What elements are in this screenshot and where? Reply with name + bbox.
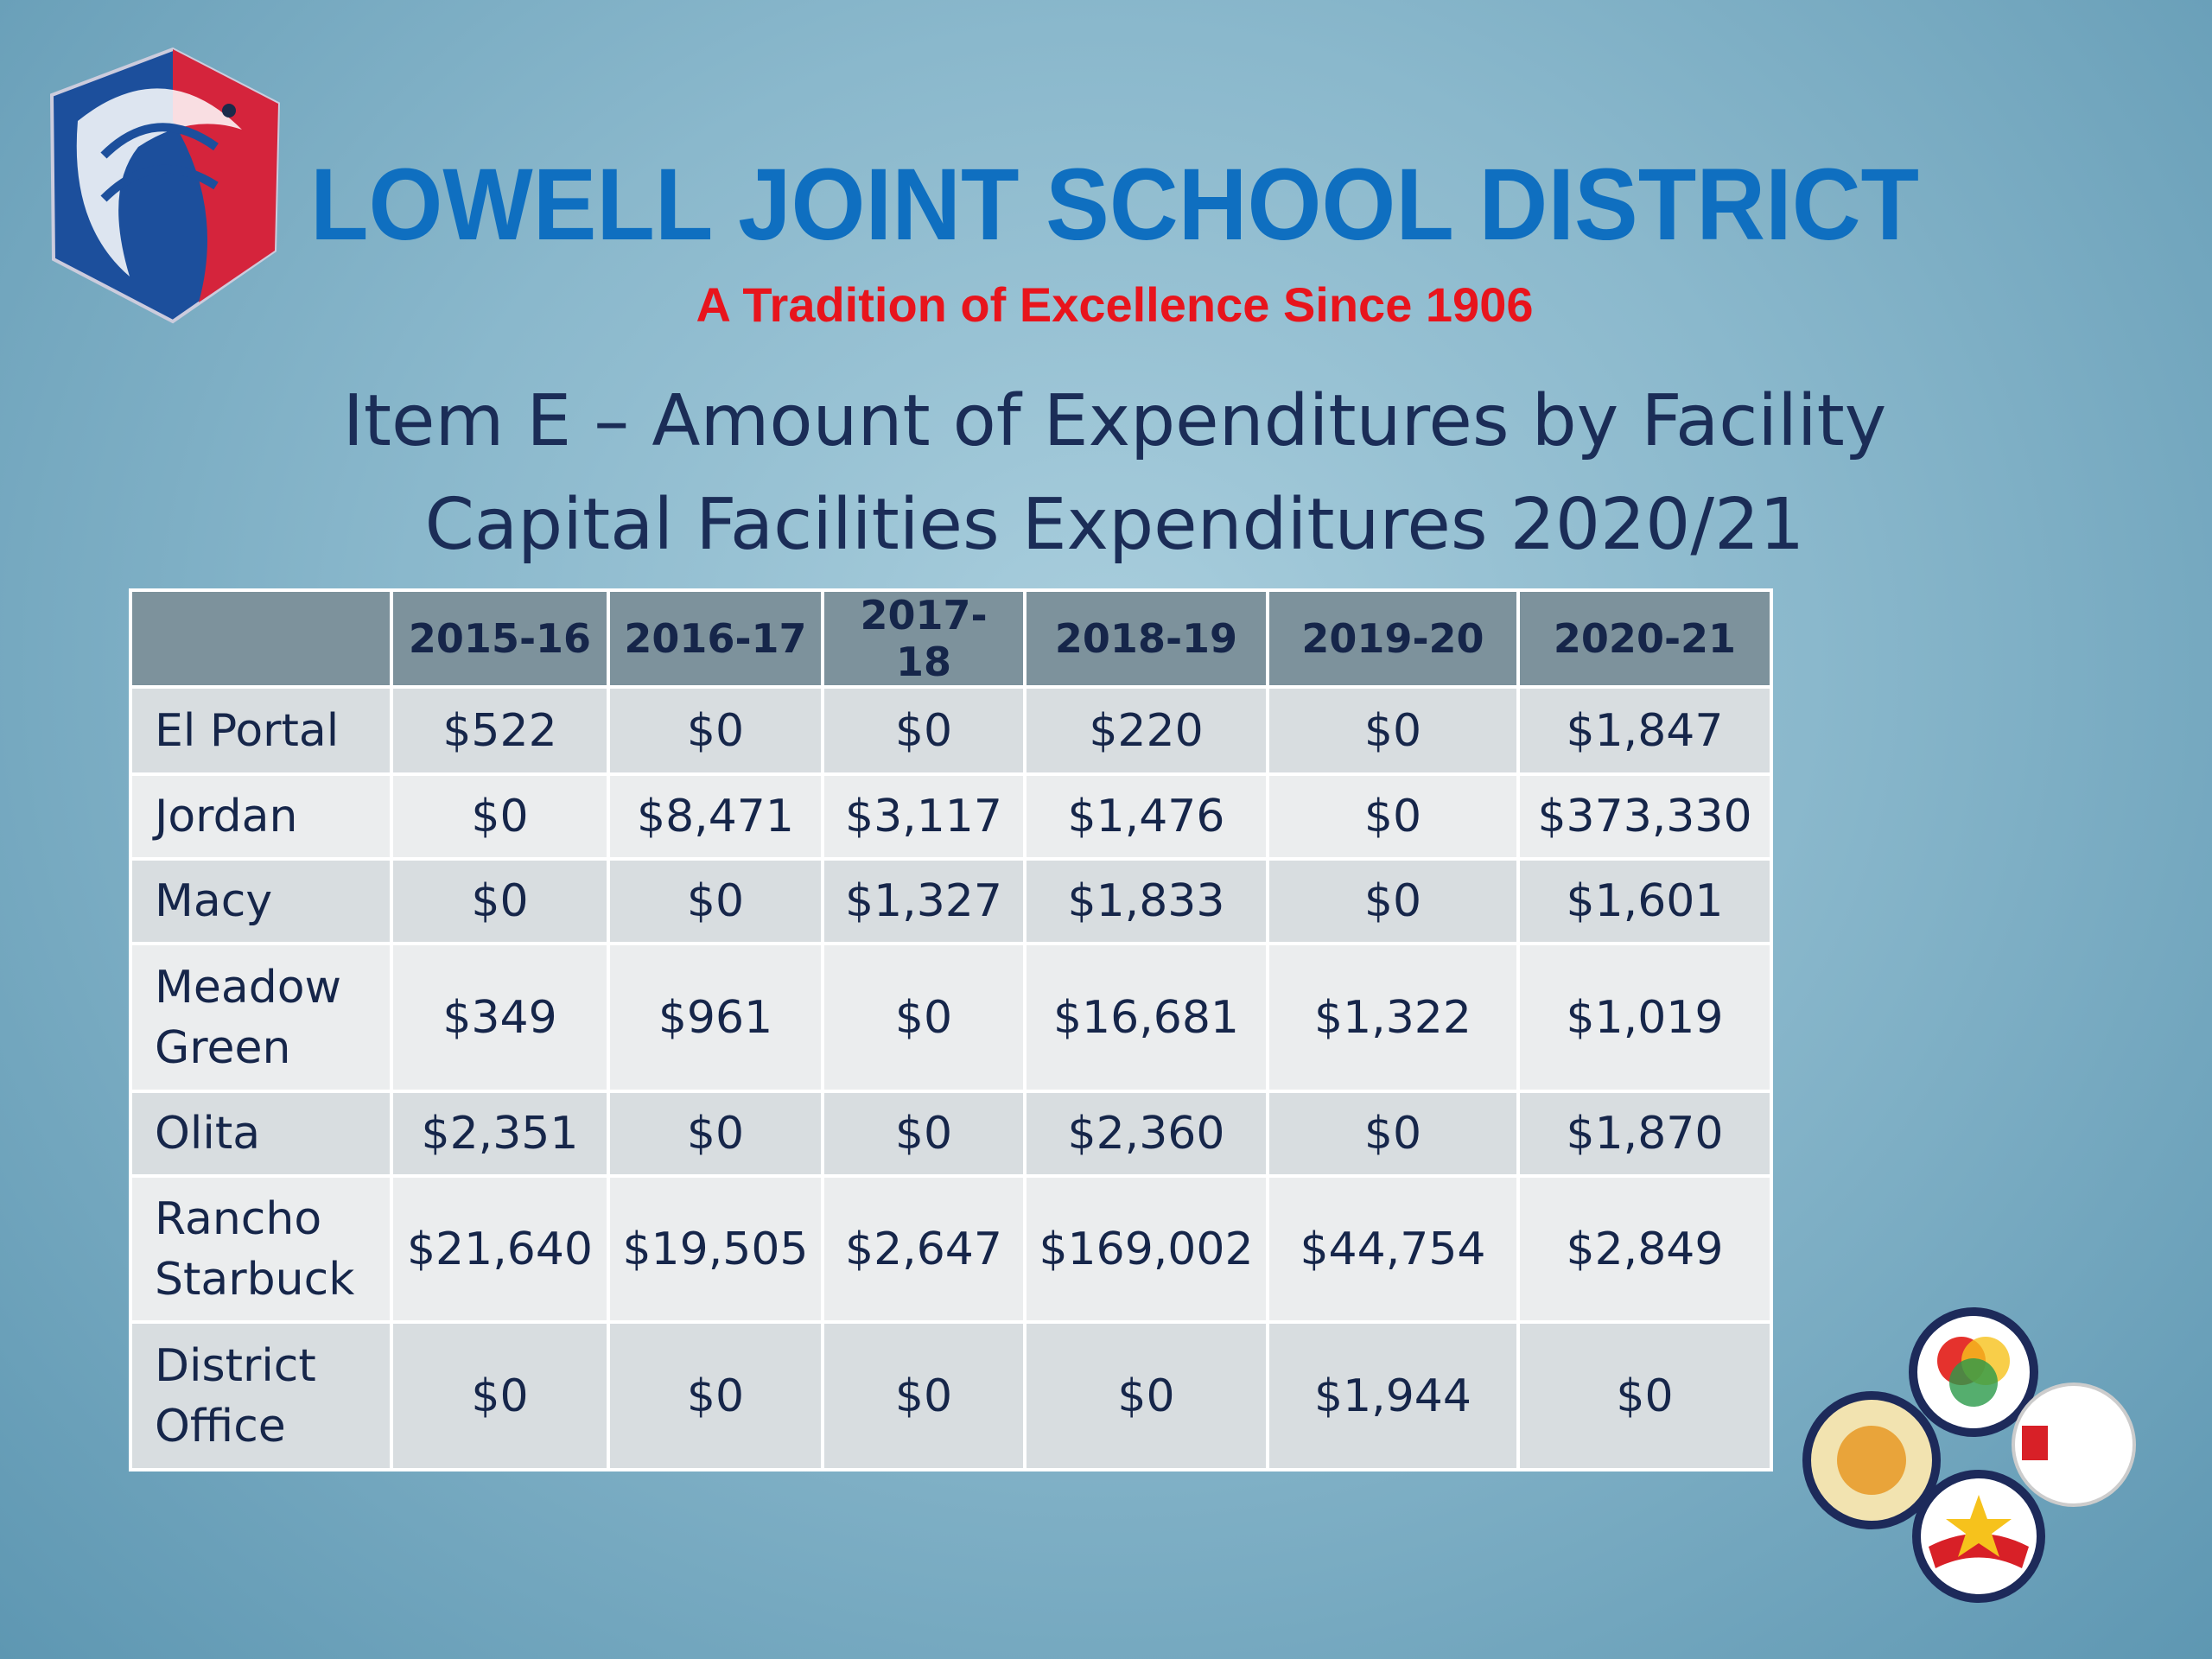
column-header: 2017-18 <box>821 588 1027 689</box>
row-label: Jordan <box>129 772 393 861</box>
amount-cell: $1,833 <box>1023 857 1269 945</box>
amount-cell: $0 <box>821 942 1027 1093</box>
amount-cell: $961 <box>607 942 824 1093</box>
column-header: 2018-19 <box>1023 588 1269 689</box>
amount-cell: $0 <box>607 857 824 945</box>
column-header: 2016-17 <box>607 588 824 689</box>
table-row: Jordan $0 $8,471 $3,117 $1,476 $0 $373,330 <box>129 772 1773 861</box>
corner-cell <box>129 588 393 689</box>
amount-cell: $0 <box>821 1320 1027 1471</box>
amount-cell: $2,647 <box>821 1174 1027 1324</box>
amount-cell: $1,327 <box>821 857 1027 945</box>
expenditure-table: 2015-16 2016-17 2017-18 2018-19 2019-20 2020-… <box>129 588 1773 1471</box>
column-header: 2015-16 <box>390 588 610 689</box>
table-row: Macy $0 $0 $1,327 $1,833 $0 $1,601 <box>129 857 1773 945</box>
amount-cell: $1,322 <box>1266 942 1520 1093</box>
amount-cell: $44,754 <box>1266 1174 1520 1324</box>
table-row: El Portal $522 $0 $0 $220 $0 $1,847 <box>129 685 1773 776</box>
slide-title: Item E – Amount of Expenditures by Facil… <box>343 380 1887 462</box>
amount-cell: $0 <box>390 772 610 861</box>
row-label: Olita <box>129 1090 393 1178</box>
amount-cell: $19,505 <box>607 1174 824 1324</box>
table-row: Olita $2,351 $0 $0 $2,360 $0 $1,870 <box>129 1090 1773 1178</box>
amount-cell: $169,002 <box>1023 1174 1269 1324</box>
amount-cell: $2,351 <box>390 1090 610 1178</box>
row-label: Meadow Green <box>129 942 393 1093</box>
amount-cell: $1,847 <box>1516 685 1773 776</box>
amount-cell: $0 <box>390 1320 610 1471</box>
amount-cell: $0 <box>1023 1320 1269 1471</box>
table-row: Rancho Starbuck $21,640 $19,505 $2,647 $169,… <box>129 1174 1773 1324</box>
table-body: El Portal $522 $0 $0 $220 $0 $1,847 Jordan $0 $8,… <box>129 685 1773 1471</box>
amount-cell: $522 <box>390 685 610 776</box>
amount-cell: $3,117 <box>821 772 1027 861</box>
amount-cell: $0 <box>1266 1090 1520 1178</box>
amount-cell: $349 <box>390 942 610 1093</box>
amount-cell: $0 <box>1516 1320 1773 1471</box>
district-logo <box>49 47 281 324</box>
amount-cell: $1,944 <box>1266 1320 1520 1471</box>
amount-cell: $1,870 <box>1516 1090 1773 1178</box>
amount-cell: $0 <box>607 1320 824 1471</box>
row-label: El Portal <box>129 685 393 776</box>
column-header: 2020-21 <box>1516 588 1773 689</box>
amount-cell: $0 <box>1266 772 1520 861</box>
table-row: District Office $0 $0 $0 $0 $1,944 $0 <box>129 1320 1773 1471</box>
amount-cell: $0 <box>607 685 824 776</box>
amount-cell: $0 <box>821 1090 1027 1178</box>
district-name: LOWELL JOINT SCHOOL DISTRICT <box>310 148 1919 262</box>
tagline: A Tradition of Excellence Since 1906 <box>696 277 1534 332</box>
amount-cell: $2,360 <box>1023 1090 1269 1178</box>
amount-cell: $0 <box>1266 685 1520 776</box>
row-label: District Office <box>129 1320 393 1471</box>
slide-subtitle: Capital Facilities Expenditures 2020/21 <box>425 484 1805 566</box>
amount-cell: $8,471 <box>607 772 824 861</box>
amount-cell: $1,476 <box>1023 772 1269 861</box>
table-row: Meadow Green $349 $961 $0 $16,681 $1,322 $1,01… <box>129 942 1773 1093</box>
amount-cell: $16,681 <box>1023 942 1269 1093</box>
amount-cell: $373,330 <box>1516 772 1773 861</box>
amount-cell: $0 <box>821 685 1027 776</box>
amount-cell: $1,019 <box>1516 942 1773 1093</box>
amount-cell: $1,601 <box>1516 857 1773 945</box>
amount-cell: $0 <box>1266 857 1520 945</box>
award-badges <box>1802 1307 2136 1603</box>
column-header: 2019-20 <box>1266 588 1520 689</box>
row-label: Macy <box>129 857 393 945</box>
row-label: Rancho Starbuck <box>129 1174 393 1324</box>
amount-cell: $220 <box>1023 685 1269 776</box>
amount-cell: $0 <box>390 857 610 945</box>
amount-cell: $2,849 <box>1516 1174 1773 1324</box>
amount-cell: $21,640 <box>390 1174 610 1324</box>
header-row: 2015-16 2016-17 2017-18 2018-19 2019-20 2020-… <box>129 588 1773 689</box>
amount-cell: $0 <box>607 1090 824 1178</box>
